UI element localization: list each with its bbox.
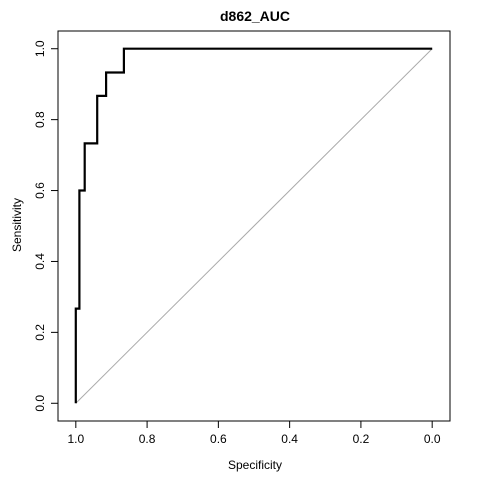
y-axis: 0.0 0.2 0.4 0.6 0.8 1.0 [33,40,58,412]
roc-curve-line [74,47,433,404]
x-tick-label: 0.4 [281,432,298,446]
x-tick-label: 0.0 [424,432,441,446]
y-tick-label: 0.0 [33,395,47,412]
y-tick-label: 0.4 [33,253,47,270]
x-axis-label: Specificity [228,458,282,472]
y-tick-label: 1.0 [33,40,47,57]
plot-frame [57,30,451,422]
chart-title: d862_AUC [220,8,290,24]
y-tick-label: 0.2 [33,324,47,341]
y-tick-label: 0.6 [33,182,47,199]
y-axis-label: Sensitivity [10,198,24,252]
x-tick-label: 0.8 [139,432,156,446]
x-tick-label: 0.6 [210,432,227,446]
x-tick-label: 0.2 [353,432,370,446]
y-tick-label: 0.8 [33,111,47,128]
x-tick-label: 1.0 [67,432,84,446]
plot-area [57,30,451,422]
reference-diagonal-line [75,48,433,404]
x-axis: 1.0 0.8 0.6 0.4 0.2 0.0 [67,421,441,446]
